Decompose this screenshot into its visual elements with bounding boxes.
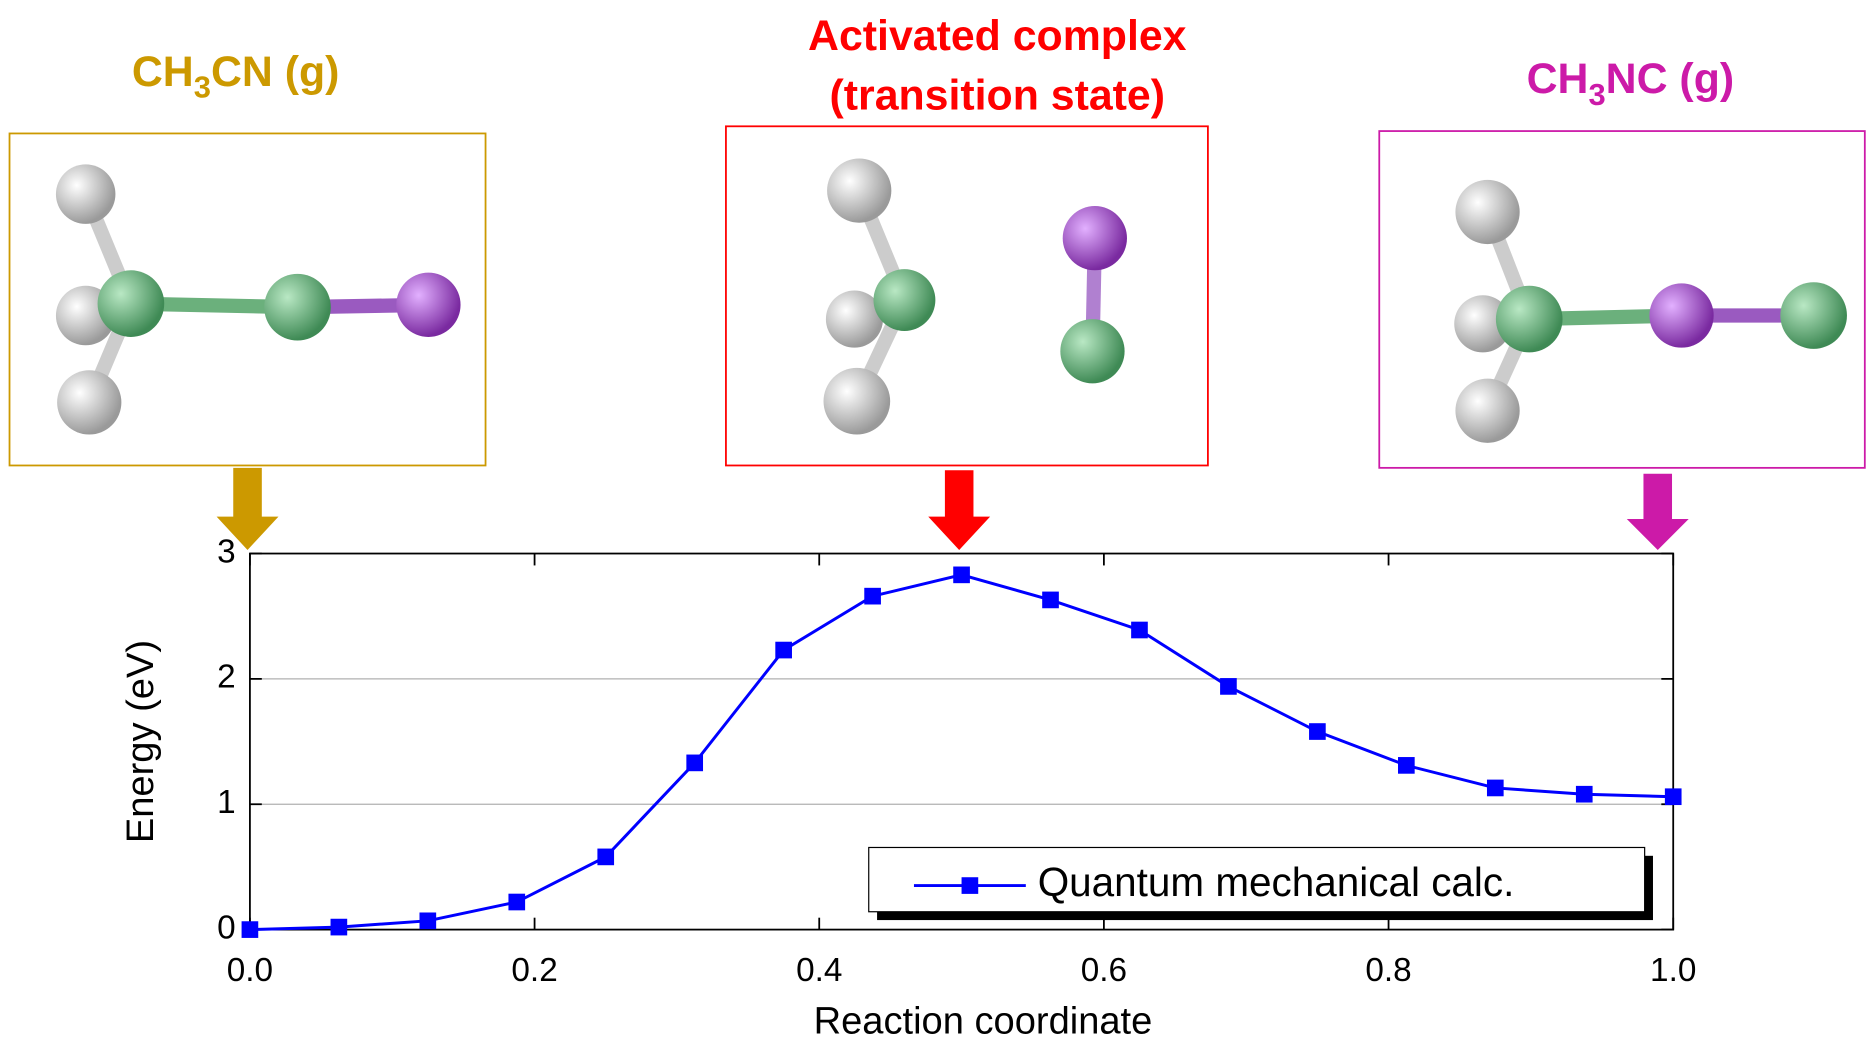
data-point (864, 587, 881, 605)
y-tick-label: 2 (217, 659, 236, 696)
transition-box (725, 125, 1209, 467)
data-point (330, 918, 348, 936)
x-tick-label: 1.0 (1650, 952, 1696, 989)
data-point (419, 912, 437, 930)
data-point (1131, 621, 1148, 639)
legend-marker (961, 877, 979, 894)
data-point (1664, 788, 1682, 806)
data-point (1575, 785, 1593, 803)
y-tick-label: 3 (217, 533, 236, 570)
x-axis-label: Reaction coordinate (814, 1001, 1153, 1043)
legend-label: Quantum mechanical calc. (1038, 859, 1515, 905)
y-tick-label: 1 (217, 784, 236, 821)
reactant-arrow (216, 467, 279, 550)
data-point (508, 893, 526, 911)
data-point (953, 566, 970, 584)
transition-title: Activated complex (808, 12, 1187, 60)
x-tick-label: 0.2 (511, 952, 557, 989)
x-tick-label: 0.8 (1365, 952, 1411, 989)
product-arrow (1626, 473, 1689, 550)
data-point (241, 921, 259, 938)
data-point (686, 754, 704, 772)
reactant-box (8, 132, 487, 467)
x-tick-label: 0.6 (1081, 952, 1127, 989)
y-tick-label: 0 (217, 909, 236, 946)
plot-frame (249, 552, 1675, 931)
data-point (597, 848, 615, 866)
product-molecule (1454, 179, 1847, 443)
data-point (1042, 591, 1059, 609)
reactant-molecule (55, 164, 461, 435)
data-point (1398, 757, 1415, 774)
x-tick-label: 0.4 (796, 952, 842, 989)
transition-arrow (928, 470, 991, 550)
legend-box (868, 846, 1646, 913)
data-point (1486, 779, 1504, 797)
x-tick-label: 0.0 (227, 952, 273, 989)
y-axis-label: Energy (eV) (120, 640, 162, 843)
product-box (1378, 130, 1866, 469)
data-point (1309, 723, 1326, 740)
product-title: CH3NC (g) (1527, 55, 1735, 112)
transition-molecule (823, 158, 1127, 435)
data-point (775, 641, 792, 659)
reactant-title: CH3CN (g) (132, 48, 340, 105)
transition-subtitle: (transition state) (830, 72, 1166, 120)
data-point (1220, 678, 1237, 695)
